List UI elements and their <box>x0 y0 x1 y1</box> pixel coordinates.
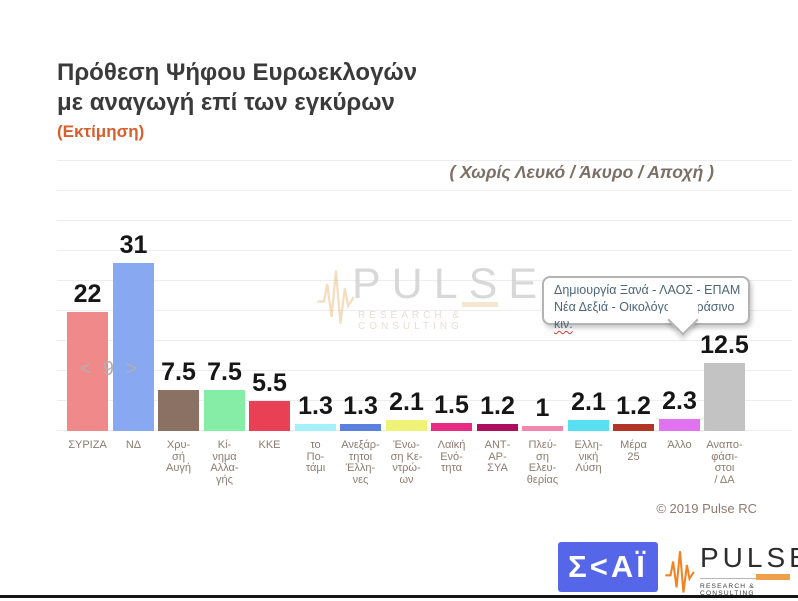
bar-category-label-6: Ανεξάρ- τητοι Έλλη- νες <box>341 439 380 486</box>
bar-1 <box>113 263 154 431</box>
bar-category-label-2: Χρυ- σή Αυγή <box>166 439 191 474</box>
bar-category-label-10: Πλεύ- ση Ελευ- θερίας <box>526 439 559 486</box>
bar-value-14: 12.5 <box>700 331 749 359</box>
bar-category-label-11: Ελλη- νική Λύση <box>574 439 603 474</box>
bar-category-label-1: ΝΔ <box>125 439 142 451</box>
bar-category-label-0: ΣΥΡΙΖΑ <box>68 439 107 451</box>
gridline <box>57 400 792 401</box>
bar-value-12: 1.2 <box>616 392 651 420</box>
bar-category-label-4: ΚΚΕ <box>258 439 281 451</box>
bar-value-0: 22 <box>73 280 102 308</box>
gridline <box>57 310 792 311</box>
bar-7 <box>386 420 427 431</box>
bar-value-6: 1.3 <box>343 392 378 420</box>
pulse-waveform-icon <box>317 270 355 324</box>
pulse-logo-divider <box>700 578 790 579</box>
callout-line-1: Δημιουργία Ξανά - ΛΑΟΣ - ΕΠΑΜ <box>554 283 741 297</box>
bar-value-13: 2.3 <box>662 387 697 415</box>
bar-14 <box>704 363 745 431</box>
bar-value-4: 5.5 <box>252 369 287 397</box>
skai-logo: Σ<ΑΪ <box>558 542 658 592</box>
bar-value-10: 1 <box>535 394 550 422</box>
estimate-label: (Εκτίμηση) <box>57 122 145 141</box>
gridline <box>57 250 792 251</box>
bar-0 <box>67 312 108 431</box>
watermark-orange-mark <box>462 302 498 307</box>
pulse-logo: PULSE RESEARCH & CONSULTING <box>662 540 798 597</box>
bar-10 <box>522 426 563 431</box>
bar-value-5: 1.3 <box>298 392 333 420</box>
pulse-logo-waveform-icon <box>665 551 695 593</box>
watermark-subtext: RESEARCH & CONSULTING <box>358 310 464 332</box>
bar-category-label-3: Κί- νημα Αλλα- γής <box>210 439 239 486</box>
bar-12 <box>613 424 654 431</box>
bar-5 <box>295 424 336 431</box>
page-title: Πρόθεση Ψήφου Ευρωεκλογών με αναγωγή επί… <box>57 58 417 118</box>
bar-3 <box>204 390 245 431</box>
bar-category-label-5: το Πο- τάμι <box>305 439 326 474</box>
callout-line-2: Νέα Δεξιά - Οικολόγοι – Πράσινο κιν. <box>554 300 735 331</box>
gridline <box>57 160 792 161</box>
bottom-border-line <box>0 595 798 598</box>
bar-6 <box>340 424 381 431</box>
watermark-brand: PULSE <box>352 260 549 308</box>
bar-11 <box>568 420 609 431</box>
gridline <box>57 340 792 341</box>
misspelled-word: κιν. <box>554 317 573 331</box>
bar-category-label-12: Μέρα 25 <box>620 439 647 463</box>
title-line-2: με αναγωγή επί των εγκύρων <box>57 89 395 116</box>
copyright-note: © 2019 Pulse RC <box>656 501 757 516</box>
bar-value-9: 1.2 <box>480 392 515 420</box>
bar-value-3: 7.5 <box>207 358 242 386</box>
gridline <box>57 280 792 281</box>
gridline <box>57 220 792 221</box>
bar-4 <box>249 401 290 431</box>
bar-value-2: 7.5 <box>161 358 196 386</box>
gap-annotation: < 9 > <box>79 358 141 380</box>
bar-13 <box>659 419 700 431</box>
bar-8 <box>431 423 472 431</box>
other-parties-callout: Δημιουργία Ξανά - ΛΑΟΣ - ΕΠΑΜ Νέα Δεξιά … <box>542 276 750 336</box>
filter-note: ( Χωρίς Λευκό / Άκυρο / Αποχή ) <box>449 162 714 182</box>
gridline <box>57 370 792 371</box>
bar-category-label-8: Λαϊκή Ενό- τητα <box>437 439 466 474</box>
bar-category-label-13: Άλλο <box>667 439 692 451</box>
pulse-logo-orange-mark <box>756 574 790 580</box>
bar-category-label-7: Ένω- ση Κε- ντρώ- ων <box>390 439 423 486</box>
bar-value-1: 31 <box>119 231 148 259</box>
bar-2 <box>158 390 199 431</box>
pulse-logo-brand: PULSE <box>700 542 798 573</box>
bar-value-7: 2.1 <box>389 388 424 416</box>
bar-value-8: 1.5 <box>434 391 469 419</box>
pulse-watermark: PULSE RESEARCH & CONSULTING <box>316 260 537 332</box>
pulse-logo-subtext: RESEARCH & CONSULTING <box>700 583 755 597</box>
callout-pointer-mask <box>668 302 698 314</box>
gridline <box>57 190 792 191</box>
bar-9 <box>477 424 518 431</box>
bar-category-label-9: ΑΝΤ- ΑΡ- ΣΥΑ <box>484 439 511 474</box>
bar-category-label-14: Αναπο- φάσι- στοι / ΔΑ <box>706 439 743 486</box>
title-line-1: Πρόθεση Ψήφου Ευρωεκλογών <box>57 59 418 86</box>
bar-value-11: 2.1 <box>571 388 606 416</box>
